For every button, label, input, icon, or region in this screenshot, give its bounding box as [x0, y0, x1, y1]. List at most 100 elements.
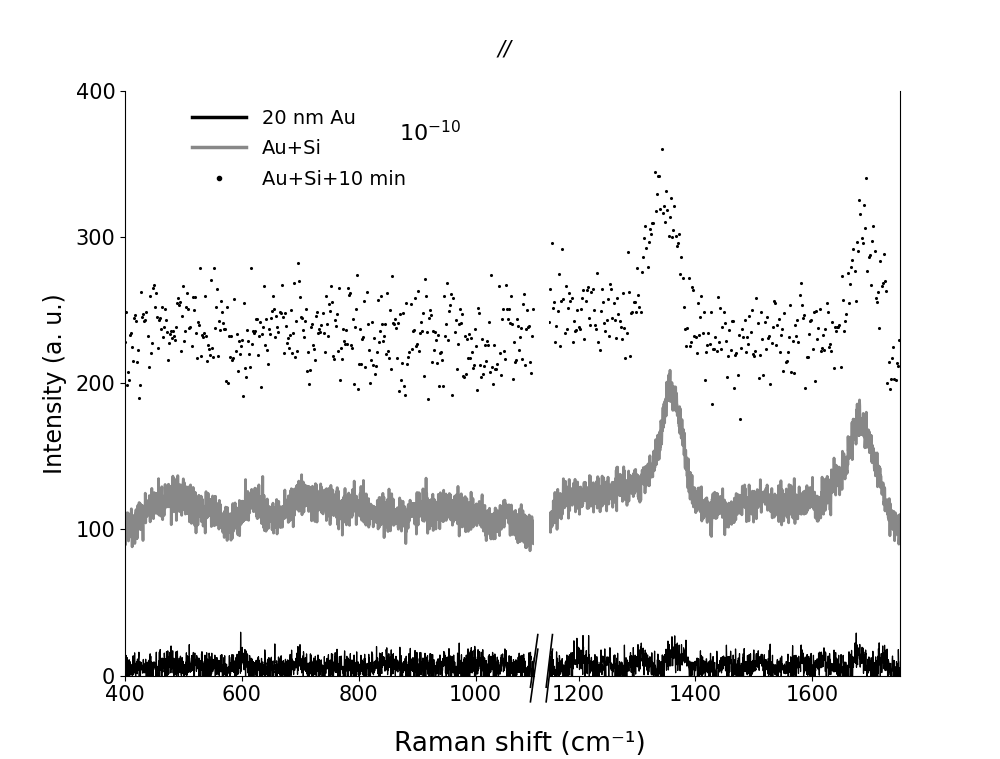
Point — [796, 308, 812, 320]
Point — [772, 346, 788, 358]
Point — [649, 188, 665, 200]
Point — [457, 330, 473, 342]
Point — [805, 343, 821, 355]
Point — [847, 265, 863, 277]
Point — [122, 329, 138, 341]
Point — [771, 313, 787, 325]
Point — [134, 311, 150, 323]
Point — [650, 170, 666, 182]
Point — [453, 317, 469, 329]
Point — [162, 328, 178, 340]
Point — [739, 331, 755, 343]
Point — [212, 324, 228, 336]
Point — [761, 329, 777, 342]
Point — [336, 335, 352, 348]
Point — [316, 326, 332, 339]
Point — [671, 228, 687, 240]
Point — [691, 329, 707, 342]
Point — [561, 287, 577, 299]
Point — [220, 377, 236, 389]
Point — [812, 303, 828, 315]
Point — [345, 313, 361, 326]
Point — [135, 307, 151, 320]
Point — [350, 383, 366, 395]
Point — [217, 323, 233, 335]
Point — [793, 276, 809, 288]
Point — [408, 340, 424, 352]
Point — [310, 327, 326, 339]
Point — [558, 280, 574, 292]
Point — [775, 365, 791, 377]
Point — [382, 304, 398, 316]
Point — [447, 326, 463, 339]
Point — [218, 375, 234, 387]
Point — [879, 377, 895, 389]
Point — [806, 306, 822, 318]
Point — [725, 314, 741, 326]
Point — [308, 310, 324, 322]
Point — [514, 353, 530, 365]
Point — [160, 354, 176, 366]
Point — [727, 349, 743, 361]
Point — [888, 373, 904, 386]
Point — [604, 313, 620, 325]
Point — [201, 343, 217, 355]
Point — [564, 291, 580, 304]
Point — [326, 352, 342, 364]
Point — [356, 294, 372, 307]
Point — [188, 327, 204, 339]
Point — [265, 289, 281, 301]
Point — [670, 237, 686, 249]
Point — [473, 371, 489, 383]
Point — [547, 335, 563, 348]
Point — [672, 268, 688, 280]
Point — [885, 341, 901, 353]
Point — [840, 267, 856, 279]
Point — [177, 326, 193, 338]
Point — [801, 327, 817, 339]
Point — [621, 286, 637, 298]
Point — [224, 354, 240, 366]
Point — [872, 255, 888, 267]
Point — [785, 335, 801, 347]
Point — [459, 332, 475, 345]
Y-axis label: Intensity (a. u.): Intensity (a. u.) — [43, 293, 67, 474]
Point — [166, 329, 182, 342]
Point — [477, 339, 493, 351]
Point — [284, 347, 300, 359]
Point — [146, 279, 162, 291]
Point — [365, 359, 381, 371]
Point — [355, 332, 371, 344]
Point — [203, 274, 219, 286]
Point — [476, 361, 492, 373]
Point — [264, 304, 280, 317]
Point — [881, 355, 897, 367]
Point — [132, 379, 148, 391]
Point — [719, 370, 735, 383]
Point — [319, 318, 335, 330]
Point — [458, 368, 474, 380]
Point — [309, 306, 325, 318]
Point — [508, 354, 524, 367]
Point — [519, 304, 535, 317]
Point — [758, 342, 774, 354]
Point — [588, 323, 604, 335]
Point — [820, 306, 836, 318]
Point — [619, 326, 635, 339]
Point — [500, 313, 516, 325]
Point — [774, 323, 790, 335]
Point — [395, 307, 411, 320]
Point — [834, 270, 850, 282]
Point — [635, 250, 651, 263]
Point — [636, 231, 652, 244]
Point — [693, 290, 709, 302]
Point — [456, 370, 472, 383]
Point — [686, 330, 702, 342]
Point — [283, 304, 299, 316]
Point — [428, 334, 444, 346]
Point — [609, 291, 625, 304]
Point — [401, 346, 417, 358]
Point — [581, 312, 597, 324]
Point — [254, 328, 270, 340]
Point — [466, 359, 482, 371]
